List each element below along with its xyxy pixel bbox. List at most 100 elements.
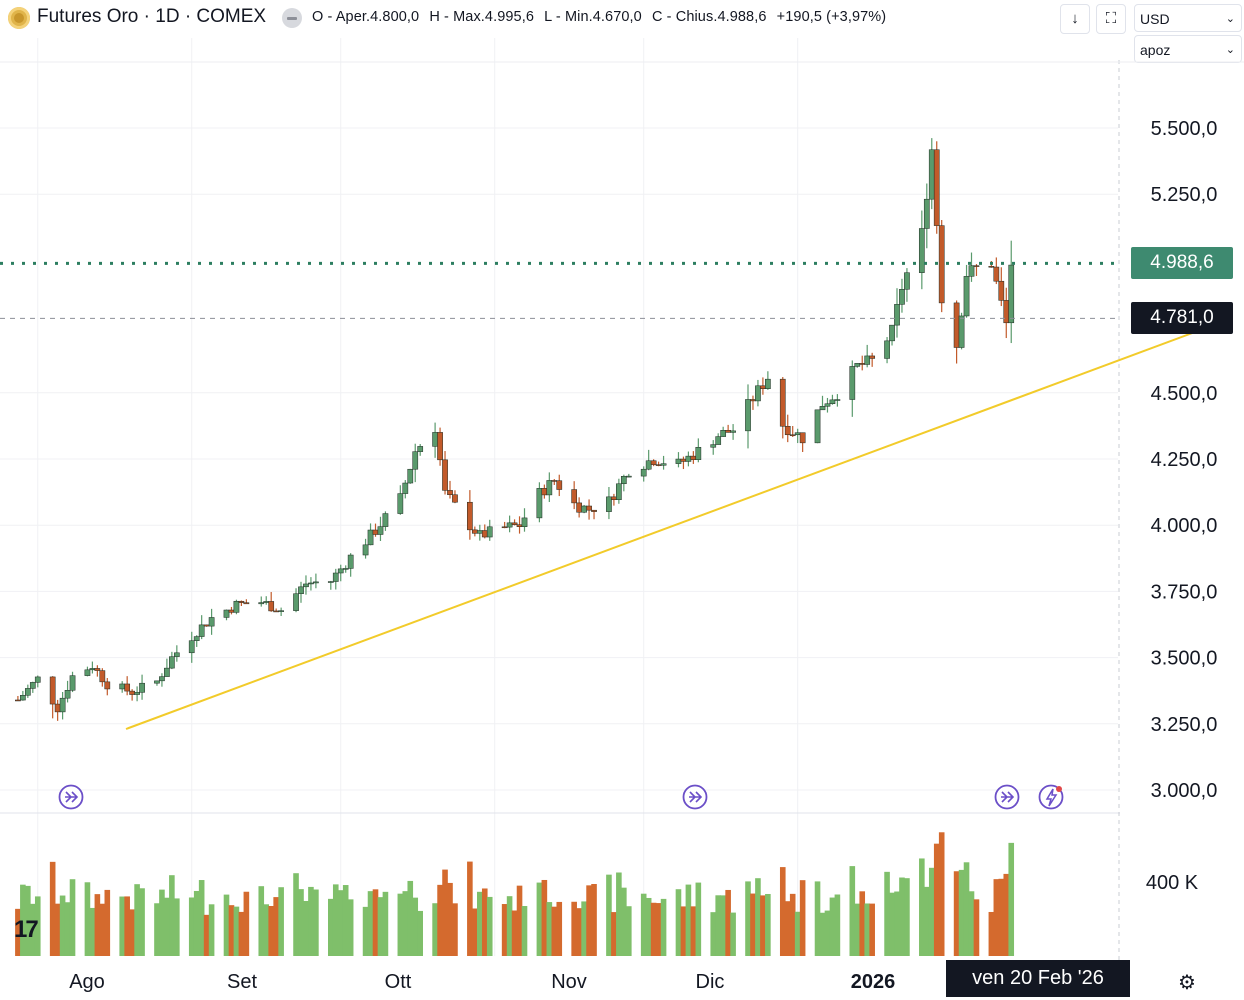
candle-body [173, 652, 180, 657]
volume-bar [15, 908, 21, 956]
candle-body [730, 430, 736, 433]
volume-scale-label: 400 K [1146, 872, 1199, 894]
chart-header: Futures Oro · 1D · COMEX O - Aper.4.800,… [0, 0, 1130, 38]
volume-bar [30, 903, 36, 956]
volume-bar [298, 889, 304, 956]
volume-bar [25, 885, 31, 956]
crosshair-date-label: ven 20 Feb '26 [946, 960, 1130, 997]
x-tick-label: Dic [696, 971, 725, 993]
fullscreen-button[interactable]: ⛶ [1096, 4, 1126, 34]
event-icon[interactable] [58, 784, 84, 810]
candle-body [34, 676, 41, 683]
last-price-label: 4.988,6 [1131, 247, 1233, 280]
volume-bar [501, 904, 508, 956]
candle-body [536, 488, 543, 519]
candle-body [755, 385, 761, 402]
candle-body [24, 688, 31, 696]
candle-body [556, 480, 563, 490]
candle-body [745, 399, 751, 432]
candle-body [616, 483, 622, 500]
low-value: L - Min.4.670,0 [544, 9, 642, 25]
candle-body [650, 460, 657, 465]
volume-bar [541, 879, 548, 956]
candle-body [298, 586, 304, 594]
volume-bar [958, 869, 965, 956]
volume-bar [432, 903, 438, 956]
candle-body [660, 463, 667, 466]
candle-body [819, 406, 826, 411]
candle-body [59, 697, 66, 713]
volume-bar [685, 884, 692, 956]
candle-body [933, 149, 940, 226]
x-tick-label: Set [227, 971, 257, 993]
download-button[interactable]: ↓ [1060, 4, 1090, 34]
event-icon[interactable] [994, 784, 1020, 810]
volume-bar [884, 871, 890, 956]
candle-body [928, 149, 935, 200]
candle-body [198, 624, 205, 637]
volume-bar [452, 903, 458, 956]
candle-body [263, 601, 270, 603]
volume-bar [725, 889, 731, 956]
volume-bar [760, 895, 766, 956]
candle-body [303, 583, 309, 588]
candle-body [988, 265, 995, 268]
candle-body [859, 363, 866, 365]
candle-body [442, 459, 448, 491]
volume-bar [342, 885, 349, 956]
candle-body [49, 676, 56, 705]
symbol-title[interactable]: Futures Oro · 1D · COMEX [37, 6, 267, 27]
volume-bar [228, 905, 235, 956]
volume-bar [203, 914, 210, 956]
candle-body [779, 378, 786, 427]
volume-bar [928, 867, 935, 956]
volume-bar [998, 878, 1005, 956]
candle-body [159, 676, 165, 682]
settings-icon[interactable]: ⚙ [1178, 972, 1196, 994]
volume-bar [546, 902, 553, 956]
volume-bar [198, 880, 205, 956]
volume-bar [834, 894, 841, 956]
x-tick-label: Ott [385, 971, 412, 993]
candle-body [476, 530, 483, 534]
volume-bar [829, 897, 836, 956]
candle-body [233, 600, 240, 613]
candle-body [29, 682, 36, 689]
volume-bar [467, 861, 473, 956]
candle-body [586, 505, 592, 511]
adjustment-value: apoz [1140, 42, 1171, 58]
y-tick-label: 4.500,0 [1151, 383, 1218, 405]
download-icon: ↓ [1071, 10, 1079, 27]
volume-bar [159, 889, 165, 956]
volume-bar [536, 882, 543, 956]
dividend-icon[interactable] [1038, 784, 1064, 810]
candle-body [437, 432, 443, 461]
volume-bar [223, 894, 230, 956]
candle-body [695, 446, 702, 460]
volume-bar [1008, 842, 1015, 956]
volume-bar [89, 907, 96, 956]
event-icon[interactable] [682, 784, 708, 810]
tradingview-logo[interactable]: 17 [14, 916, 39, 943]
candle-body [417, 446, 424, 452]
volume-bar [824, 910, 831, 956]
candle-body [223, 609, 230, 618]
volume-bar [799, 880, 806, 956]
status-icon[interactable] [282, 8, 302, 28]
volume-bar [680, 906, 687, 956]
candle-body [789, 434, 796, 437]
volume-bar [372, 889, 379, 956]
volume-bar [258, 886, 265, 956]
volume-bar [715, 895, 721, 956]
currency-select[interactable]: USD ⌄ [1134, 4, 1242, 32]
volume-bar [278, 887, 284, 956]
candle-body [99, 670, 106, 683]
x-tick-label: Ago [69, 971, 105, 993]
volume-bar [779, 867, 786, 956]
volume-bar [750, 893, 756, 956]
candle-body [814, 409, 821, 444]
volume-bar [993, 879, 1000, 956]
volume-bar [655, 903, 662, 956]
volume-bar [645, 897, 652, 956]
